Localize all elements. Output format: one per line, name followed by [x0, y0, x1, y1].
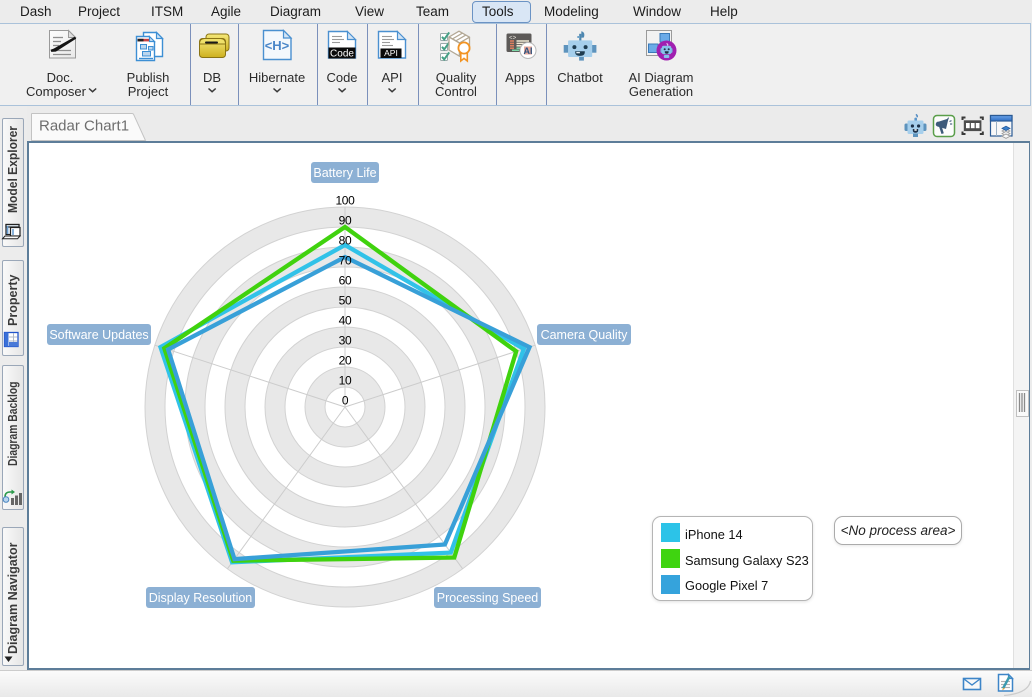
svg-text:70: 70	[339, 254, 352, 268]
svg-text:20: 20	[339, 354, 352, 368]
svg-text:60: 60	[339, 274, 352, 288]
svg-text:Camera Quality: Camera Quality	[541, 328, 629, 342]
svg-text:80: 80	[339, 234, 352, 248]
svg-text:Processing Speed: Processing Speed	[437, 591, 539, 605]
svg-text:90: 90	[339, 214, 352, 228]
svg-text:API: API	[384, 48, 398, 58]
svg-text:AI: AI	[524, 46, 533, 56]
svg-text:Display Resolution: Display Resolution	[149, 591, 253, 605]
svg-text:10: 10	[339, 374, 352, 388]
svg-text:Radar Chart1: Radar Chart1	[39, 118, 129, 135]
svg-text:Battery Life: Battery Life	[313, 166, 376, 180]
svg-text:<>: <>	[509, 35, 517, 42]
svg-text:40: 40	[339, 314, 352, 328]
svg-text:Model Explorer: Model Explorer	[6, 126, 20, 213]
svg-text:30: 30	[339, 334, 352, 348]
svg-text:Software Updates: Software Updates	[49, 328, 148, 342]
svg-text:100: 100	[335, 194, 355, 208]
svg-text:<H>: <H>	[265, 38, 290, 53]
svg-text:Diagram Navigator: Diagram Navigator	[6, 542, 20, 654]
svg-text:Property: Property	[6, 274, 20, 326]
svg-text:Code: Code	[330, 49, 354, 60]
svg-text:Diagram Backlog: Diagram Backlog	[6, 382, 20, 467]
svg-text:50: 50	[339, 294, 352, 308]
svg-text:0: 0	[342, 394, 349, 408]
